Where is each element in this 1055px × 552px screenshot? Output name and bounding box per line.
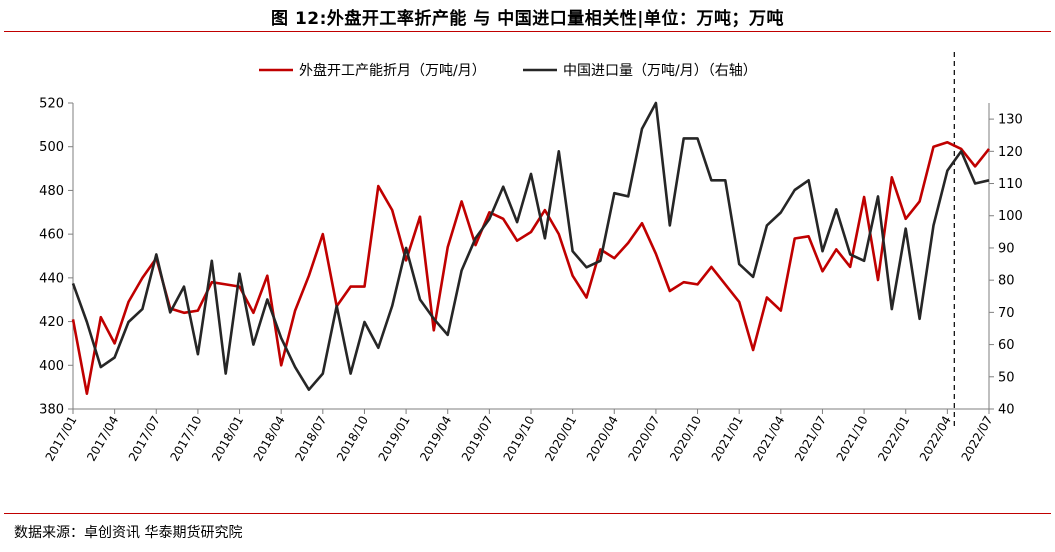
right-tick-label: 110 xyxy=(998,177,1023,192)
legend-label: 中国进口量（万吨/月）（右轴） xyxy=(563,63,757,79)
right-tick-label: 50 xyxy=(998,370,1015,385)
left-tick-label: 500 xyxy=(39,140,64,155)
x-tick-label: 2019/07 xyxy=(459,414,496,464)
left-tick-label: 480 xyxy=(39,184,64,199)
x-tick-label: 2021/01 xyxy=(709,414,746,464)
right-tick-label: 100 xyxy=(998,209,1023,224)
title-rule xyxy=(4,31,1051,32)
left-tick-label: 400 xyxy=(39,359,64,374)
data-source-note: 数据来源：卓创资讯 华泰期货研究院 xyxy=(14,525,243,541)
x-tick-label: 2019/01 xyxy=(376,414,413,464)
source-rule xyxy=(4,513,1051,514)
x-tick-label: 2022/01 xyxy=(875,414,912,464)
x-tick-label: 2017/01 xyxy=(43,414,80,464)
x-tick-label: 2018/07 xyxy=(292,414,329,464)
chart-legend: 外盘开工产能折月（万吨/月） 中国进口量（万吨/月）（右轴） xyxy=(259,62,757,79)
left-tick-label: 420 xyxy=(39,315,64,330)
left-tick-label: 440 xyxy=(39,271,64,286)
x-tick-label: 2018/01 xyxy=(209,414,246,464)
right-tick-label: 120 xyxy=(998,145,1023,160)
x-tick-label: 2019/04 xyxy=(417,414,454,464)
series-line-china-imports xyxy=(71,101,990,392)
left-tick-label: 460 xyxy=(39,228,64,243)
legend-label: 外盘开工产能折月（万吨/月） xyxy=(299,62,486,79)
x-tick-label: 2017/04 xyxy=(84,414,121,464)
series-line-overseas-capacity xyxy=(71,141,991,396)
right-tick-label: 90 xyxy=(998,241,1015,256)
chart-title: 图 12:外盘开工率折产能 与 中国进口量相关性|单位：万吨；万吨 xyxy=(271,9,784,29)
x-tick-label: 2021/07 xyxy=(792,414,829,464)
x-tick-label: 2020/01 xyxy=(542,414,579,464)
x-tick-label: 2020/07 xyxy=(625,414,662,464)
left-tick-label: 520 xyxy=(39,97,64,112)
x-tick-label: 2020/04 xyxy=(584,414,621,464)
x-tick-label: 2020/10 xyxy=(667,414,704,464)
left-tick-label: 380 xyxy=(39,403,64,418)
x-tick-label: 2022/07 xyxy=(959,414,996,464)
right-tick-label: 80 xyxy=(998,274,1015,289)
x-tick-label: 2022/04 xyxy=(917,414,954,464)
x-tick-label: 2021/04 xyxy=(750,414,787,464)
x-tick-label: 2018/04 xyxy=(251,414,288,464)
right-tick-label: 40 xyxy=(998,403,1015,418)
chart-series xyxy=(71,101,991,396)
dual-axis-line-chart: 380 400 420 440 460 480 500 520 40 50 60 70 80 90 100 1… xyxy=(39,52,1023,464)
x-tick-label: 2021/10 xyxy=(834,414,871,464)
x-tick-label: 2018/10 xyxy=(334,414,371,464)
x-tick-label: 2017/07 xyxy=(126,414,163,464)
right-tick-label: 60 xyxy=(998,338,1015,353)
x-tick-label: 2019/10 xyxy=(501,414,538,464)
right-tick-label: 70 xyxy=(998,306,1015,321)
x-tick-label: 2017/10 xyxy=(167,414,204,464)
right-tick-label: 130 xyxy=(998,113,1023,128)
